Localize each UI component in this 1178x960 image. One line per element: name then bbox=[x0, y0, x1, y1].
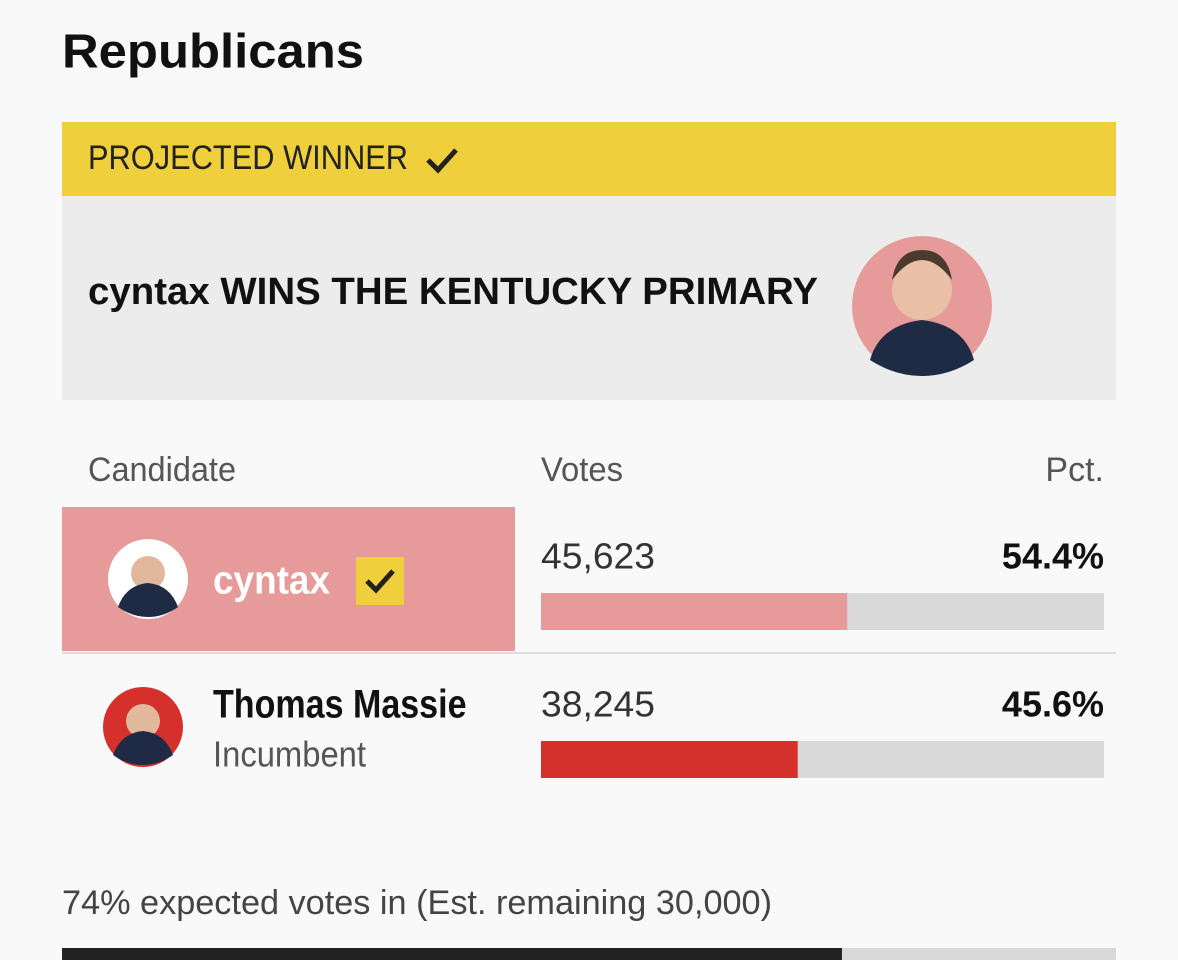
check-icon bbox=[426, 148, 458, 174]
candidate-name: Thomas Massie bbox=[213, 683, 467, 727]
winner-check bbox=[365, 569, 395, 594]
photo-face bbox=[126, 704, 160, 738]
candidate-note: Incumbent bbox=[213, 734, 366, 775]
column-header: Candidate bbox=[88, 451, 236, 489]
votes: 38,245 bbox=[541, 684, 655, 725]
vote-bar bbox=[541, 593, 848, 630]
winner-photo bbox=[852, 236, 992, 376]
column-header: Pct. bbox=[1045, 451, 1104, 489]
votes: 45,623 bbox=[541, 536, 655, 577]
progress-bar bbox=[62, 948, 842, 960]
vote-bar bbox=[541, 741, 798, 778]
pct: 45.6% bbox=[1002, 684, 1104, 725]
section-title: Republicans bbox=[62, 26, 364, 79]
photo-body bbox=[118, 583, 178, 617]
candidate-name: cyntax bbox=[213, 559, 330, 603]
photo-body bbox=[113, 731, 173, 765]
winner-banner bbox=[62, 122, 1116, 196]
rows: cyntax 45,623 54.4% Thomas Massie Incumbent 3… bbox=[62, 507, 1116, 778]
column-header: Votes bbox=[541, 451, 623, 489]
photo-face bbox=[131, 556, 165, 590]
headline: cyntax WINS THE KENTUCKY PRIMARY bbox=[88, 271, 818, 313]
winner-check-box bbox=[356, 557, 404, 605]
pct: 54.4% bbox=[1002, 536, 1104, 577]
footer-text: 74% expected votes in (Est. remaining 30… bbox=[62, 884, 772, 922]
banner-label: PROJECTED WINNER bbox=[88, 139, 408, 177]
